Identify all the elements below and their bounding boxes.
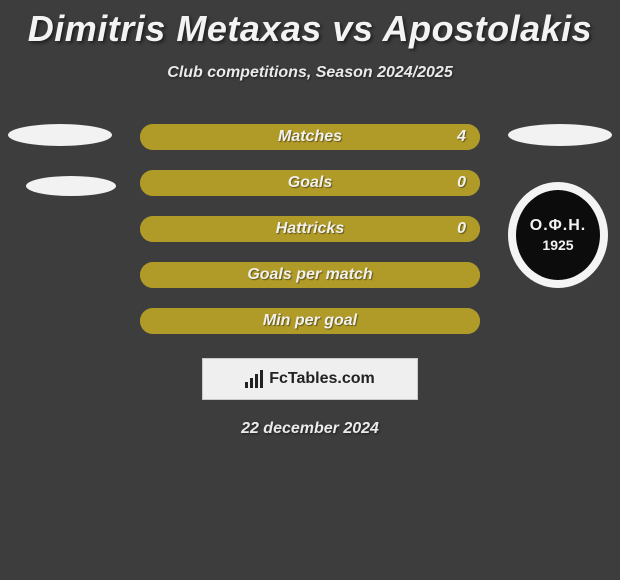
bar-chart-icon <box>245 370 263 388</box>
stat-label: Min per goal <box>263 312 357 330</box>
left-player-column <box>8 124 116 226</box>
right-player-column: Ο.Φ.Η. 1925 <box>508 124 612 288</box>
stat-bars: Matches 4 Goals 0 Hattricks 0 Goals per match M… <box>140 124 480 334</box>
stat-bar: Matches 4 <box>140 124 480 150</box>
branding-box: FcTables.com <box>202 358 418 400</box>
stat-value-right: 0 <box>457 220 466 238</box>
branding-text: FcTables.com <box>269 370 375 388</box>
left-shape-1 <box>8 124 112 146</box>
comparison-panel: Ο.Φ.Η. 1925 Matches4Goals0Hattricks0Goal… <box>0 124 620 438</box>
page-title: Dimitris Metaxas vs Apostolakis <box>0 0 620 50</box>
stat-label: Goals per match <box>247 266 372 284</box>
stat-bar: Min per goal <box>140 308 480 334</box>
stat-bar: Goals per match <box>140 262 480 288</box>
left-shape-2 <box>26 176 116 196</box>
stat-value-right: 4 <box>457 128 466 146</box>
club-badge: Ο.Φ.Η. 1925 <box>508 182 608 288</box>
subtitle: Club competitions, Season 2024/2025 <box>0 64 620 82</box>
stat-bar: Hattricks 0 <box>140 216 480 242</box>
stat-label: Matches <box>278 128 342 146</box>
stat-label: Goals <box>288 174 332 192</box>
stat-label: Hattricks <box>276 220 344 238</box>
club-badge-year: 1925 <box>542 237 573 253</box>
stat-value-right: 0 <box>457 174 466 192</box>
date-text: 22 december 2024 <box>0 420 620 438</box>
club-badge-text: Ο.Φ.Η. <box>530 217 586 235</box>
stat-bar: Goals 0 <box>140 170 480 196</box>
club-badge-inner: Ο.Φ.Η. 1925 <box>516 190 600 280</box>
right-shape-1 <box>508 124 612 146</box>
